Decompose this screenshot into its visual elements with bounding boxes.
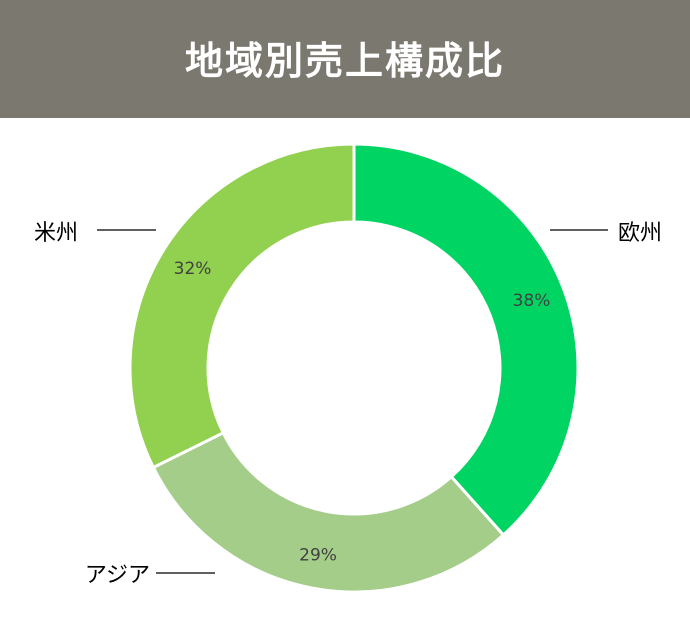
title-bar: 地域別売上構成比 xyxy=(0,0,690,118)
chart-title: 地域別売上構成比 xyxy=(184,38,505,83)
category-label-1: 欧州 xyxy=(618,221,662,246)
donut-slice-3 xyxy=(128,142,356,470)
percent-label-1: 38% xyxy=(513,291,551,311)
donut-slice-1 xyxy=(352,142,580,538)
percent-label-2: 29% xyxy=(299,546,337,566)
donut-slices xyxy=(128,142,580,594)
percent-label-3: 32% xyxy=(174,259,212,279)
category-label-3: 米州 xyxy=(34,221,78,246)
percent-labels: 38% 29% 32% xyxy=(174,259,551,566)
donut-slice-2 xyxy=(151,430,506,594)
category-label-2: アジア xyxy=(85,563,150,588)
